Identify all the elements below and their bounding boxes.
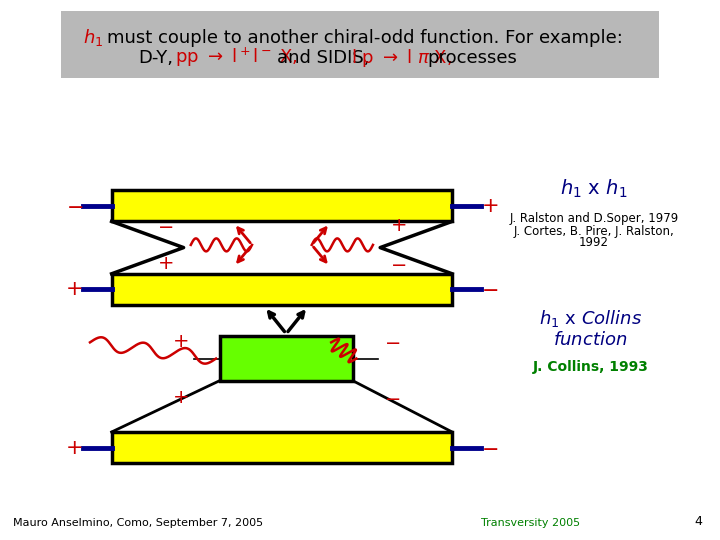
Text: $-$: $-$ (481, 437, 498, 458)
Text: D-Y,: D-Y, (138, 49, 174, 67)
Text: J. Collins, 1993: J. Collins, 1993 (533, 360, 648, 374)
Text: $h_1\ \mathsf{x}\ \mathit{Collins}$: $h_1\ \mathsf{x}\ \mathit{Collins}$ (539, 308, 642, 329)
Text: Mauro Anselmino, Como, September 7, 2005: Mauro Anselmino, Como, September 7, 2005 (13, 518, 263, 528)
Text: $h_1\ \mathsf{x}\ h_1$: $h_1\ \mathsf{x}\ h_1$ (560, 178, 628, 200)
Bar (112, 190, 452, 221)
Text: and SIDIS,: and SIDIS, (277, 49, 369, 67)
Text: $-$: $-$ (384, 332, 400, 351)
Bar (112, 432, 452, 463)
Text: $+$: $+$ (172, 388, 188, 408)
Text: $-$: $-$ (481, 279, 498, 300)
Text: pp $\rightarrow$ l$^+$l$^-$ X,: pp $\rightarrow$ l$^+$l$^-$ X, (175, 46, 297, 70)
Bar (61, 11, 659, 78)
Text: J. Cortes, B. Pire, J. Ralston,: J. Cortes, B. Pire, J. Ralston, (513, 225, 675, 238)
Text: $+$: $+$ (481, 195, 498, 216)
Text: $+$: $+$ (158, 254, 174, 273)
Bar (220, 336, 353, 381)
Text: $-$: $-$ (390, 254, 406, 273)
Text: must couple to another chiral-odd function. For example:: must couple to another chiral-odd functi… (107, 29, 622, 47)
Text: $-$: $-$ (384, 388, 400, 408)
Text: processes: processes (427, 49, 517, 67)
Text: 4: 4 (694, 515, 702, 528)
Bar (112, 274, 452, 305)
Text: Transversity 2005: Transversity 2005 (481, 518, 580, 528)
Text: $+$: $+$ (172, 332, 188, 351)
Text: l p $\rightarrow$ l $\pi$ X,: l p $\rightarrow$ l $\pi$ X, (351, 47, 453, 69)
Text: $h_1$: $h_1$ (83, 28, 103, 48)
Text: 1992: 1992 (579, 237, 609, 249)
Text: J. Ralston and D.Soper, 1979: J. Ralston and D.Soper, 1979 (509, 212, 679, 225)
Text: $-$: $-$ (158, 217, 174, 235)
Text: $\mathit{function}$: $\mathit{function}$ (553, 331, 628, 349)
Text: $+$: $+$ (390, 217, 406, 235)
Text: $+$: $+$ (66, 437, 83, 458)
Text: $+$: $+$ (66, 279, 83, 300)
Text: $-$: $-$ (66, 195, 83, 216)
